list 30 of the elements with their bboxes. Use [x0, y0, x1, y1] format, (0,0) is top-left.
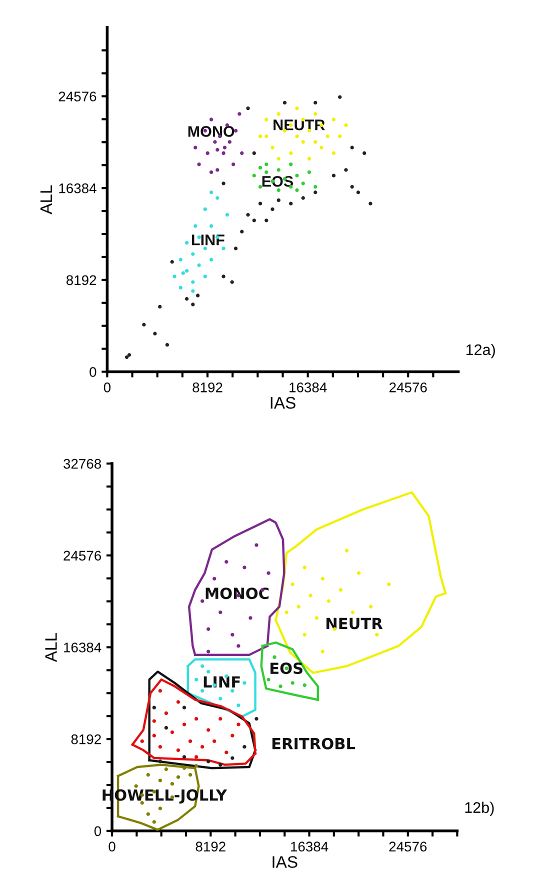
y-tick-label: 24576 [64, 550, 101, 561]
y-tick-label: 16384 [59, 183, 96, 194]
annotation: LINF [204, 676, 240, 688]
y-axis-title: ALL [40, 185, 52, 214]
x-tick-label: 0 [108, 842, 116, 852]
x-tick-label: 16384 [291, 842, 328, 852]
x-tick-label: 24576 [389, 842, 427, 852]
annotation: MONOC [206, 588, 269, 600]
y-tick-label: 32768 [64, 458, 102, 469]
y-tick-label: 8192 [66, 275, 96, 286]
y-tick-label: 16384 [64, 642, 102, 652]
y-axis-title: ALL [45, 632, 57, 662]
y-tick-label: 8192 [71, 734, 101, 744]
x-tick-label: 0 [104, 382, 111, 392]
annotation: EOS [270, 662, 302, 674]
x-axis-title: IAS [270, 396, 296, 409]
annotation: ERITROBL [272, 738, 356, 750]
x-tick-label: 8192 [196, 842, 226, 852]
x-tick-label: 24576 [390, 382, 427, 392]
x-axis-title: IAS [272, 856, 298, 868]
annotation: NEUTR [326, 618, 383, 630]
x-tick-label: 16384 [290, 382, 327, 392]
text: 12b) [465, 802, 494, 816]
x-tick-label: 8192 [192, 382, 222, 392]
annotation: MONO [188, 126, 234, 137]
annotation: LINF [192, 234, 224, 246]
y-tick-label: 24576 [58, 92, 96, 102]
y-tick-label: 0 [94, 826, 102, 836]
text: 12a) [466, 344, 495, 358]
y-tick-label: 0 [90, 367, 96, 377]
